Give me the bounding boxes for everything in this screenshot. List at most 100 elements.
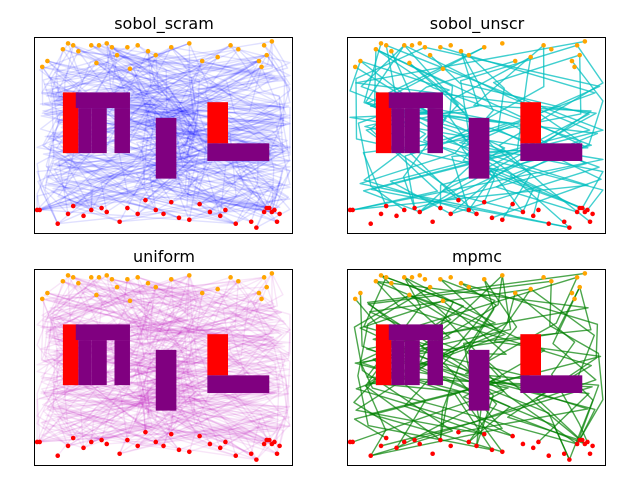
- goal-point: [81, 213, 86, 219]
- planned-path: [142, 274, 212, 433]
- goal-point: [590, 443, 595, 449]
- planned-path: [419, 46, 601, 213]
- goal-point: [153, 207, 159, 213]
- planned-path: [217, 288, 285, 441]
- goal-point: [266, 437, 272, 443]
- goal-point: [574, 209, 580, 215]
- planned-path: [144, 44, 291, 209]
- planned-path: [137, 276, 274, 447]
- start-point: [125, 277, 130, 282]
- obstacle-m-top-bar: [75, 92, 130, 109]
- planned-path: [92, 47, 205, 203]
- goal-point: [176, 447, 182, 453]
- goal-point: [125, 205, 130, 211]
- goal-point: [401, 439, 407, 445]
- start-point: [582, 39, 588, 44]
- obstacle-m-top-bar: [388, 324, 443, 341]
- planned-path: [42, 54, 291, 209]
- planned-path: [146, 286, 290, 454]
- goal-point: [55, 453, 61, 459]
- goal-point: [536, 439, 541, 445]
- goal-point: [417, 209, 423, 215]
- planned-path: [135, 66, 279, 211]
- planned-path: [36, 298, 128, 441]
- planned-path: [349, 60, 510, 213]
- planned-path: [403, 44, 541, 217]
- start-point: [264, 284, 270, 290]
- planned-path: [355, 40, 597, 213]
- start-point: [261, 275, 267, 280]
- goal-point: [274, 219, 280, 225]
- planned-path: [39, 282, 192, 443]
- goal-point: [117, 219, 122, 225]
- goal-point: [430, 219, 435, 225]
- obstacle-layer: [375, 324, 583, 411]
- start-point: [541, 43, 546, 48]
- start-point: [458, 280, 464, 286]
- planned-path: [56, 286, 226, 443]
- goal-point: [135, 443, 140, 449]
- point-layer: [34, 271, 282, 462]
- planned-path: [96, 62, 270, 209]
- goal-point: [207, 209, 213, 215]
- planned-path: [36, 280, 146, 443]
- goal-point: [223, 207, 228, 213]
- planned-path: [36, 292, 139, 447]
- goal-point: [417, 441, 423, 447]
- planned-path: [145, 54, 267, 211]
- planned-path: [380, 274, 571, 460]
- planned-path: [409, 294, 501, 441]
- start-point: [401, 43, 407, 48]
- start-point: [438, 45, 443, 50]
- planned-path: [199, 54, 291, 205]
- goal-point: [65, 443, 71, 449]
- planned-path: [62, 280, 278, 443]
- start-point: [76, 48, 81, 54]
- goal-point: [261, 441, 267, 447]
- start-point: [60, 278, 66, 284]
- start-point: [215, 54, 220, 60]
- start-point: [407, 292, 412, 298]
- goal-point: [383, 435, 389, 441]
- obstacle-m-top-bar: [388, 92, 443, 109]
- start-point: [582, 271, 588, 276]
- planned-path: [41, 66, 150, 215]
- goal-point: [567, 225, 572, 230]
- planned-path: [47, 292, 276, 461]
- start-point: [422, 277, 428, 282]
- planned-path: [73, 276, 275, 439]
- planned-path: [375, 280, 592, 445]
- start-point: [65, 41, 71, 46]
- planned-path: [62, 48, 288, 217]
- goal-point: [104, 441, 110, 447]
- planned-path: [46, 42, 279, 203]
- obstacle-m-right-leg: [427, 340, 443, 386]
- goal-point: [448, 211, 454, 217]
- planned-path: [77, 282, 275, 445]
- planned-path: [45, 56, 219, 211]
- planned-path: [463, 286, 592, 437]
- start-point: [261, 43, 267, 48]
- start-point: [373, 278, 379, 284]
- planned-path: [349, 62, 604, 211]
- start-point: [500, 41, 505, 46]
- goal-point: [430, 451, 435, 457]
- goal-point: [248, 451, 254, 457]
- start-point: [577, 284, 582, 290]
- start-point: [417, 41, 423, 46]
- goal-point: [55, 221, 61, 226]
- obstacle-l-vertical: [207, 102, 228, 144]
- start-point: [127, 298, 133, 304]
- goal-point: [37, 207, 42, 213]
- point-layer: [347, 271, 595, 462]
- goal-point: [135, 211, 140, 217]
- planned-path: [350, 45, 589, 211]
- start-point: [228, 275, 233, 280]
- start-point: [269, 39, 275, 44]
- goal-point: [99, 205, 104, 211]
- start-point: [70, 275, 76, 280]
- goal-point: [233, 221, 239, 226]
- start-point: [358, 58, 363, 64]
- planned-path: [36, 44, 185, 210]
